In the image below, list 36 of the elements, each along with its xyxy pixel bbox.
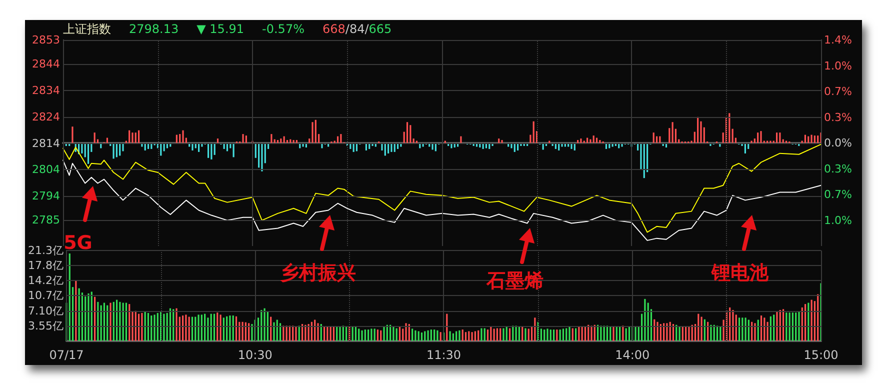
y2-tick-label: 1.4% bbox=[824, 34, 852, 46]
text: -0.57% bbox=[262, 21, 304, 37]
x-tick-label: 11:30 bbox=[426, 348, 462, 362]
y2-tick-label: 0.0% bbox=[824, 136, 852, 150]
y-tick-label: 2785 bbox=[32, 214, 60, 227]
annotation: 5G bbox=[64, 232, 92, 254]
text: 668/84/665 bbox=[322, 22, 392, 36]
x-tick-label: 10:30 bbox=[238, 348, 272, 362]
y-tick-label: 3.55亿 bbox=[28, 319, 64, 332]
text: 2798.13 bbox=[129, 21, 179, 37]
y-tick-label: 2814 bbox=[32, 136, 60, 150]
x-tick-label: 07/17 bbox=[49, 348, 84, 362]
x-tick-label: 14:00 bbox=[615, 348, 650, 362]
y-tick-label: 2794 bbox=[32, 190, 60, 203]
y-tick-label: 2824 bbox=[32, 110, 60, 124]
y2-tick-label: 0.7% bbox=[824, 85, 852, 98]
annotation: 锂电池 bbox=[710, 262, 770, 284]
y-tick-label: 7.10亿 bbox=[28, 304, 64, 318]
y2-tick-label: 0.3% bbox=[824, 162, 852, 176]
y-tick-label: 2804 bbox=[32, 163, 60, 176]
y-tick-label: 21.3亿 bbox=[28, 244, 64, 257]
chart-title: 上证指数 bbox=[63, 21, 111, 37]
y2-tick-label: 1.0% bbox=[824, 214, 852, 227]
y2-tick-label: 1.0% bbox=[824, 59, 852, 72]
y-tick-label: 17.8亿 bbox=[28, 258, 64, 272]
y-tick-label: 14.2亿 bbox=[28, 274, 64, 288]
y2-tick-label: 0.3% bbox=[824, 110, 852, 124]
y-tick-label: 2844 bbox=[32, 57, 60, 70]
y-tick-label: 10.7亿 bbox=[28, 289, 64, 302]
annotation: 乡村振兴 bbox=[280, 262, 356, 284]
y-tick-label: 2853 bbox=[32, 34, 60, 46]
text: ▼ 15.91 bbox=[196, 21, 244, 37]
x-tick-label: 15:00 bbox=[804, 348, 838, 362]
annotation: 石墨烯 bbox=[486, 270, 544, 292]
y2-tick-label: 0.7% bbox=[824, 188, 852, 201]
y-tick-label: 2834 bbox=[32, 84, 60, 97]
